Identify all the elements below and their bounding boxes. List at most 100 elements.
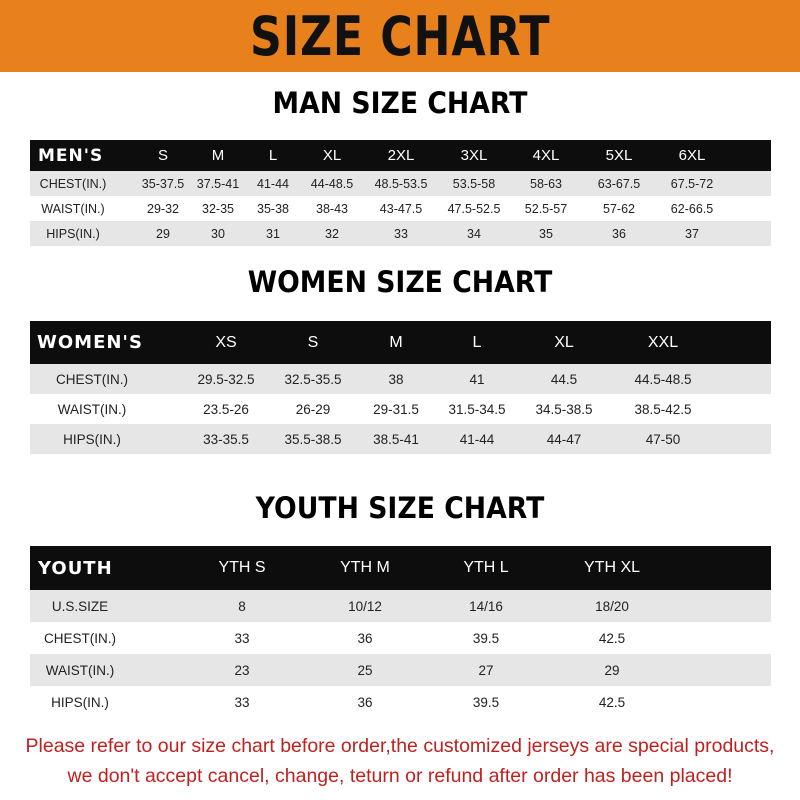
table-cell: 36 [357,694,373,710]
table-cell: 34.5-38.5 [535,401,593,417]
table-cell: 38-43 [316,201,348,216]
table-cell: 29 [156,226,170,241]
size-header-cell: YTH XL [583,559,641,576]
measurement-label: WAIST(IN.) [45,662,115,678]
table-row: CHEST(IN.) 33 36 39.5 42.5 [30,622,771,654]
table-cell: 33 [234,630,250,646]
table-row: U.S.SIZE 8 10/12 14/16 18/20 [30,590,771,622]
table-cell: 29.5-32.5 [197,371,255,387]
size-header-cell: L [472,333,482,351]
banner-title: SIZE CHART [249,4,551,68]
size-header-cell: L [268,147,278,164]
table-cell: 29-32 [147,201,179,216]
measurement-label: HIPS(IN.) [46,226,100,241]
table-cell: 39.5 [472,630,500,646]
size-header-cell: S [307,333,319,351]
table-cell: 67.5-72 [670,176,714,191]
men-header-row: MEN'S S M L XL 2XL 3XL 4XL 5XL 6XL [30,140,771,171]
size-header-cell: XL [554,333,574,351]
measurement-label: HIPS(IN.) [63,431,121,447]
women-section-title: WOMEN SIZE CHART [247,265,553,299]
table-cell: 63-67.5 [597,176,641,191]
table-row: CHEST(IN.) 35-37.5 37.5-41 41-44 44-48.5 48.5… [30,171,771,196]
table-cell: 23 [234,662,250,678]
table-cell: 32 [325,226,339,241]
size-header-cell: YTH M [340,559,390,576]
table-cell: 37.5-41 [196,176,240,191]
measurement-label: CHEST(IN.) [39,176,107,191]
table-cell: 35-37.5 [141,176,185,191]
table-corner-label: WOMEN'S [37,332,143,353]
table-row: WAIST(IN.) 29-32 32-35 35-38 38-43 43-47.5 47.… [30,196,771,221]
size-header-cell: M [211,147,225,164]
table-row: HIPS(IN.) 29 30 31 32 33 34 35 36 37 [30,221,771,246]
table-cell: 8 [238,598,246,614]
table-cell: 27 [478,662,494,678]
table-cell: 31 [266,226,280,241]
size-header-cell: XL [322,147,342,164]
table-cell: 42.5 [598,694,626,710]
table-cell: 44-48.5 [310,176,354,191]
table-cell: 57-62 [603,201,635,216]
order-note-line-2: we don't accept cancel, change, teturn o… [67,765,733,787]
order-note-line-1: Please refer to our size chart before or… [25,735,775,757]
size-header-cell: 3XL [460,147,488,164]
measurement-label: WAIST(IN.) [41,201,105,216]
table-cell: 32-35 [202,201,234,216]
size-chart-banner: SIZE CHART [0,0,800,72]
table-corner-label: YOUTH [38,557,113,579]
size-header-cell: XXL [647,333,679,351]
table-cell: 37 [685,226,699,241]
youth-header-row: YOUTH YTH S YTH M YTH L YTH XL [30,546,771,590]
size-header-cell: 6XL [678,147,706,164]
measurement-label: CHEST(IN.) [56,371,128,387]
table-corner-label: MEN'S [38,145,104,166]
table-cell: 35-38 [257,201,289,216]
table-cell: 35.5-38.5 [284,431,342,447]
table-cell: 38.5-41 [373,431,419,447]
table-row: HIPS(IN.) 33-35.5 35.5-38.5 38.5-41 41-44 44-… [30,424,771,454]
size-header-cell: 4XL [532,147,560,164]
men-size-table: MEN'S S M L XL 2XL 3XL 4XL 5XL 6XL CHEST(IN.) 35-37… [30,140,771,246]
table-cell: 38.5-42.5 [634,401,692,417]
table-cell: 62-66.5 [670,201,714,216]
table-cell: 41-44 [459,431,495,447]
size-header-cell: M [389,333,403,351]
table-cell: 35 [539,226,553,241]
table-cell: 44.5-48.5 [634,371,692,387]
table-cell: 39.5 [472,694,500,710]
table-row: CHEST(IN.) 29.5-32.5 32.5-35.5 38 41 44.5 44.5… [30,364,771,394]
table-cell: 14/16 [469,598,503,614]
size-header-cell: YTH S [218,559,266,576]
measurement-label: HIPS(IN.) [51,694,109,710]
table-cell: 52.5-57 [524,201,568,216]
table-row: WAIST(IN.) 23 25 27 29 [30,654,771,686]
table-cell: 33 [394,226,408,241]
table-row: WAIST(IN.) 23.5-26 26-29 29-31.5 31.5-34.5 34… [30,394,771,424]
table-cell: 34 [467,226,481,241]
table-cell: 18/20 [595,598,629,614]
men-section-title: MAN SIZE CHART [272,86,528,120]
measurement-label: U.S.SIZE [51,598,109,614]
women-size-table: WOMEN'S XS S M L XL XXL CHEST(IN.) 29.5-32.5 32.5… [30,321,771,454]
table-cell: 33-35.5 [203,431,249,447]
table-cell: 41-44 [257,176,289,191]
size-header-cell: 2XL [387,147,415,164]
table-cell: 47.5-52.5 [447,201,501,216]
table-cell: 29 [604,662,620,678]
table-cell: 41 [469,371,485,387]
table-cell: 42.5 [598,630,626,646]
size-header-cell: S [157,147,169,164]
table-cell: 38 [388,371,404,387]
youth-size-table: YOUTH YTH S YTH M YTH L YTH XL U.S.SIZE 8 10/12… [30,546,771,718]
measurement-label: CHEST(IN.) [44,630,116,646]
women-header-row: WOMEN'S XS S M L XL XXL [30,321,771,364]
table-cell: 25 [357,662,373,678]
table-cell: 44.5 [550,371,578,387]
size-header-cell: 5XL [605,147,633,164]
table-cell: 48.5-53.5 [374,176,428,191]
table-cell: 23.5-26 [203,401,249,417]
size-header-cell: YTH L [463,559,509,576]
table-cell: 29-31.5 [373,401,419,417]
table-cell: 44-47 [546,431,582,447]
